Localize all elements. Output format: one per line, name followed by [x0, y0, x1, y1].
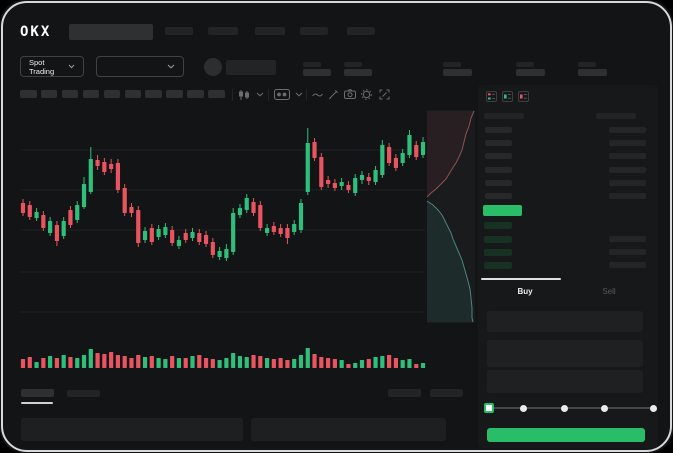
stat-value-placeholder	[443, 69, 472, 76]
last-price-highlight[interactable]	[483, 205, 522, 216]
stat-label-placeholder	[344, 62, 362, 67]
ask-price-placeholder[interactable]	[485, 180, 512, 186]
ask-price-placeholder[interactable]	[485, 127, 512, 133]
stat-value-placeholder	[578, 69, 607, 76]
bid-price-placeholder[interactable]	[484, 222, 512, 229]
stat-label-placeholder	[516, 62, 534, 67]
timeframe-button-placeholder[interactable]	[145, 90, 162, 98]
toolbar-divider	[232, 89, 233, 101]
settings-gear-icon[interactable]	[361, 89, 372, 100]
chart-type-icon[interactable]	[238, 89, 250, 101]
chevron-down-icon	[68, 64, 75, 69]
bid-price-placeholder[interactable]	[484, 262, 512, 269]
orderbook-header-amount	[596, 113, 636, 119]
timeframe-button-placeholder[interactable]	[124, 90, 141, 98]
indicators-icon[interactable]	[274, 89, 290, 100]
timeframe-button-placeholder[interactable]	[61, 90, 79, 98]
bottom-action-placeholder[interactable]	[388, 389, 421, 397]
pair-name-placeholder	[226, 60, 276, 75]
toolbar-divider	[306, 89, 307, 101]
grid-layer	[20, 149, 425, 313]
stat-label-placeholder	[578, 62, 596, 67]
timeframe-button-placeholder[interactable]	[103, 90, 121, 98]
market-type-selector[interactable]: Spot Trading	[20, 56, 84, 77]
slider-stop[interactable]	[601, 405, 608, 412]
fullscreen-icon[interactable]	[379, 89, 390, 100]
right-panel: Buy Sell	[478, 85, 658, 448]
depth-chart	[426, 110, 475, 323]
nav-item-placeholder[interactable]	[300, 27, 328, 35]
ask-price-placeholder[interactable]	[485, 167, 512, 173]
ask-amount-placeholder[interactable]	[609, 153, 646, 159]
stat-label-placeholder	[443, 62, 461, 67]
orders-table-placeholder	[21, 418, 243, 441]
nav-item-placeholder[interactable]	[165, 27, 193, 35]
total-input-placeholder[interactable]	[487, 370, 643, 393]
bid-price-placeholder[interactable]	[484, 249, 512, 256]
stat-label-placeholder	[303, 62, 321, 67]
book-both-icon[interactable]	[486, 91, 497, 102]
nav-item-placeholder[interactable]	[208, 27, 238, 35]
coin-avatar	[204, 58, 222, 76]
bid-amount-placeholder[interactable]	[609, 262, 646, 268]
active-tab-indicator	[481, 278, 561, 280]
timeframe-button-placeholder[interactable]	[20, 90, 37, 98]
pair-selector-dropdown[interactable]	[96, 56, 184, 77]
timeframe-button-placeholder[interactable]	[82, 90, 100, 98]
bottom-tab-order-history[interactable]	[67, 390, 100, 397]
ask-amount-placeholder[interactable]	[609, 167, 646, 173]
price-input-placeholder[interactable]	[487, 311, 643, 332]
ask-price-placeholder[interactable]	[485, 153, 512, 159]
ask-amount-placeholder[interactable]	[609, 193, 646, 199]
slider-stop[interactable]	[561, 405, 568, 412]
bottom-action-placeholder[interactable]	[430, 389, 463, 397]
bottom-tab-open-orders[interactable]	[21, 389, 54, 397]
ask-amount-placeholder[interactable]	[609, 180, 646, 186]
buy-submit-button[interactable]	[487, 428, 645, 442]
bid-amount-placeholder[interactable]	[609, 236, 646, 242]
chevron-down-icon[interactable]	[295, 92, 303, 97]
okx-logo[interactable]: OKX	[20, 24, 52, 40]
chevron-down-icon[interactable]	[256, 92, 264, 97]
book-bids-icon[interactable]	[502, 91, 513, 102]
nav-item-placeholder[interactable]	[255, 27, 285, 35]
bid-price-placeholder[interactable]	[484, 236, 512, 243]
volume-layer	[20, 348, 426, 368]
nav-item-placeholder[interactable]	[347, 27, 375, 35]
timeframe-button-placeholder[interactable]	[166, 90, 183, 98]
stat-value-placeholder	[516, 69, 545, 76]
bid-amount-placeholder[interactable]	[609, 249, 646, 255]
search-bar-placeholder[interactable]	[69, 24, 153, 40]
market-type-label: Spot Trading	[29, 57, 55, 76]
ask-price-placeholder[interactable]	[485, 140, 512, 146]
chevron-down-icon	[167, 64, 175, 69]
ask-amount-placeholder[interactable]	[609, 140, 646, 146]
toolbar-divider	[268, 89, 269, 101]
timeframe-button-placeholder[interactable]	[187, 90, 204, 98]
amount-input-placeholder[interactable]	[487, 340, 643, 367]
ask-amount-placeholder[interactable]	[609, 127, 646, 133]
orders-table-placeholder	[251, 418, 446, 441]
bottom-tab-indicator	[21, 402, 53, 404]
ask-price-placeholder[interactable]	[485, 193, 512, 199]
camera-icon[interactable]	[344, 89, 356, 99]
slider-stop[interactable]	[520, 405, 527, 412]
timeframe-button-placeholder[interactable]	[40, 90, 58, 98]
stat-value-placeholder	[344, 69, 372, 76]
slider-stop[interactable]	[650, 405, 657, 412]
amount-slider-track[interactable]	[489, 407, 653, 409]
stat-value-placeholder	[303, 69, 331, 76]
line-style-icon[interactable]	[312, 92, 323, 98]
draw-tools-icon[interactable]	[328, 89, 339, 100]
slider-handle[interactable]	[484, 403, 494, 413]
book-asks-icon[interactable]	[518, 91, 529, 102]
orderbook-header-price	[484, 113, 524, 119]
candles-layer	[20, 128, 426, 261]
tab-buy[interactable]: Buy	[517, 286, 533, 296]
tab-sell[interactable]: Sell	[602, 286, 616, 296]
timeframe-button-placeholder[interactable]	[208, 90, 225, 98]
